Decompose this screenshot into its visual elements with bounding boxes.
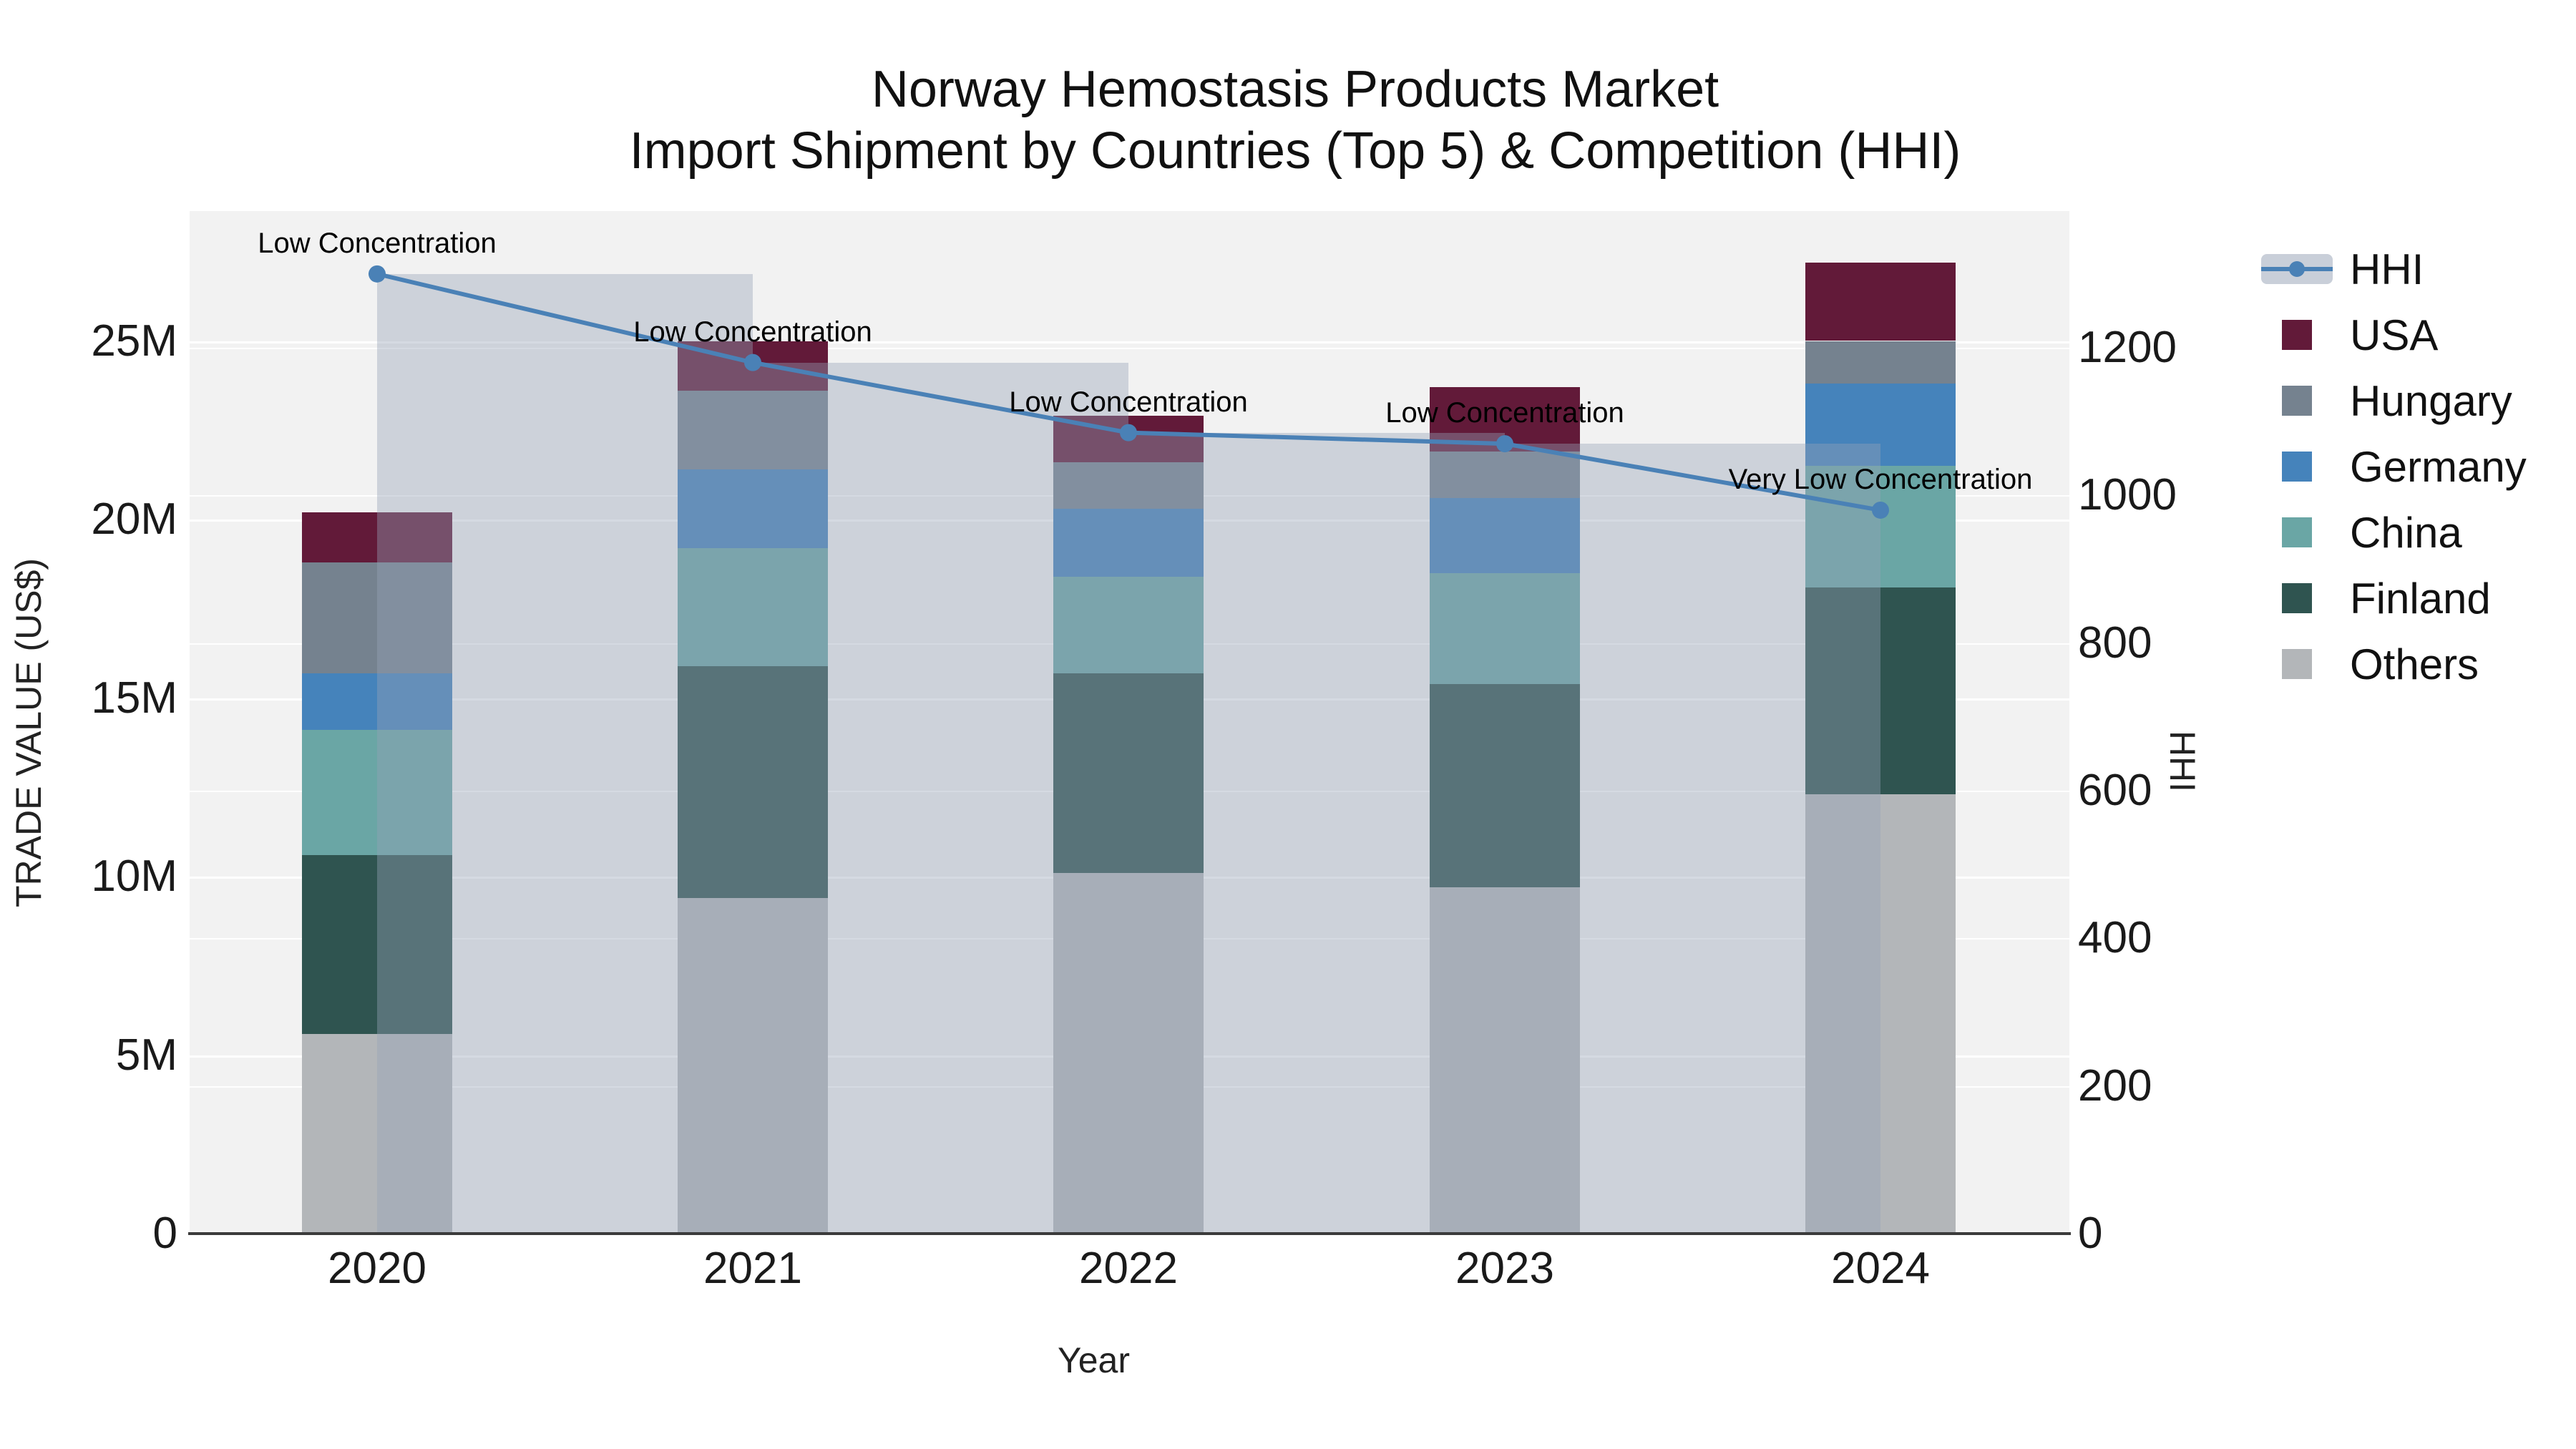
annotation-2020: Low Concentration: [258, 227, 497, 259]
legend-glyph-cell: [2254, 386, 2340, 416]
chart-subtitle: Import Shipment by Countries (Top 5) & C…: [629, 122, 1961, 180]
legend-label-usa: USA: [2350, 311, 2439, 359]
bar-segment-china-2022[interactable]: [1053, 576, 1204, 673]
legend-glyph-cell: [2254, 649, 2340, 679]
bar-segment-others-2024[interactable]: [1805, 794, 1956, 1234]
bar-segment-finland-2020[interactable]: [302, 855, 452, 1034]
legend-label-others: Others: [2350, 640, 2479, 688]
annotation-2024: Very Low Concentration: [1728, 463, 2033, 495]
y-left-tick-20M: 20M: [91, 494, 177, 544]
y-right-tick-800: 800: [2078, 618, 2152, 668]
x-tick-2024: 2024: [1831, 1244, 1930, 1293]
bar-segment-hungary-2024[interactable]: [1805, 341, 1956, 384]
x-axis-title: Year: [1057, 1340, 1131, 1380]
annotation-2021: Low Concentration: [633, 316, 872, 348]
bar-segment-china-2020[interactable]: [302, 730, 452, 856]
bar-segment-germany-2022[interactable]: [1053, 509, 1204, 577]
hhi-line-glyph-dot: [2289, 261, 2305, 277]
y-right-tick-1000: 1000: [2078, 470, 2177, 520]
x-tick-2020: 2020: [328, 1244, 426, 1293]
x-axis-line: [188, 1232, 2071, 1235]
bar-segment-hungary-2020[interactable]: [302, 562, 452, 673]
legend-item-china[interactable]: China: [2254, 499, 2527, 565]
x-tick-2023: 2023: [1455, 1244, 1554, 1293]
annotation-2023: Low Concentration: [1385, 397, 1624, 429]
hhi-step-band-2020: [377, 273, 753, 1234]
china-color-swatch: [2282, 517, 2312, 547]
hhi-line-legend-icon: [2261, 254, 2333, 284]
annotation-2022: Low Concentration: [1009, 386, 1248, 418]
bar-segment-finland-2021[interactable]: [678, 665, 828, 898]
y-right-tick-200: 200: [2078, 1060, 2152, 1111]
y-right-tick-0: 0: [2078, 1209, 2103, 1258]
hhi-step-band-2023: [1505, 444, 1880, 1234]
legend-label-hhi: HHI: [2350, 245, 2424, 293]
bar-segment-usa-2024[interactable]: [1805, 262, 1956, 341]
y-right-tick-400: 400: [2078, 913, 2152, 963]
legend-item-hungary[interactable]: Hungary: [2254, 368, 2527, 434]
hungary-color-swatch: [2282, 386, 2312, 416]
y-left-tick-15M: 15M: [91, 673, 177, 723]
bar-segment-others-2023[interactable]: [1430, 887, 1580, 1234]
bar-segment-finland-2022[interactable]: [1053, 673, 1204, 873]
legend-label-finland: Finland: [2350, 574, 2491, 623]
legend-label-china: China: [2350, 508, 2462, 557]
bar-segment-china-2021[interactable]: [678, 547, 828, 666]
bar-segment-finland-2024[interactable]: [1805, 587, 1956, 795]
chart-title: Norway Hemostasis Products Market: [871, 61, 1719, 118]
bar-segment-germany-2020[interactable]: [302, 673, 452, 731]
x-tick-2022: 2022: [1079, 1244, 1178, 1293]
bar-segment-others-2022[interactable]: [1053, 873, 1204, 1234]
bar-segment-others-2021[interactable]: [678, 897, 828, 1234]
legend-glyph-cell: [2254, 452, 2340, 482]
y-right-tick-1200: 1200: [2078, 323, 2177, 372]
y-right-tick-600: 600: [2078, 766, 2152, 815]
legend-item-germany[interactable]: Germany: [2254, 434, 2527, 499]
bar-segment-finland-2023[interactable]: [1430, 683, 1580, 887]
legend-item-hhi[interactable]: HHI: [2254, 236, 2527, 302]
hhi-step-band-2022: [1128, 432, 1505, 1234]
finland-color-swatch: [2282, 583, 2312, 613]
legend-item-others[interactable]: Others: [2254, 631, 2527, 697]
legend-label-germany: Germany: [2350, 442, 2527, 491]
usa-color-swatch: [2282, 320, 2312, 350]
plot-area: Low Concentration Low Concentration Low Co…: [190, 211, 2069, 1234]
bar-segment-others-2020[interactable]: [302, 1033, 452, 1234]
y-left-tick-25M: 25M: [91, 316, 177, 366]
x-tick-2021: 2021: [703, 1244, 802, 1293]
legend-glyph-cell: [2254, 254, 2340, 284]
hhi-step-band-2021: [753, 362, 1128, 1234]
legend-item-finland[interactable]: Finland: [2254, 565, 2527, 631]
y-left-tick-0: 0: [152, 1209, 177, 1258]
y-left-tick-10M: 10M: [91, 852, 177, 901]
germany-color-swatch: [2282, 452, 2312, 482]
bar-segment-usa-2020[interactable]: [302, 512, 452, 562]
legend-glyph-cell: [2254, 583, 2340, 613]
legend-label-hungary: Hungary: [2350, 376, 2512, 425]
legend-glyph-cell: [2254, 517, 2340, 547]
bar-segment-china-2023[interactable]: [1430, 572, 1580, 684]
legend-item-usa[interactable]: USA: [2254, 302, 2527, 368]
legend-glyph-cell: [2254, 320, 2340, 350]
y-left-tick-5M: 5M: [115, 1030, 177, 1080]
y-axis-title-left: TRADE VALUE (US$): [9, 557, 49, 908]
others-color-swatch: [2282, 649, 2312, 679]
legend: HHI USA Hungary Germany China Finland Others: [2254, 236, 2527, 697]
